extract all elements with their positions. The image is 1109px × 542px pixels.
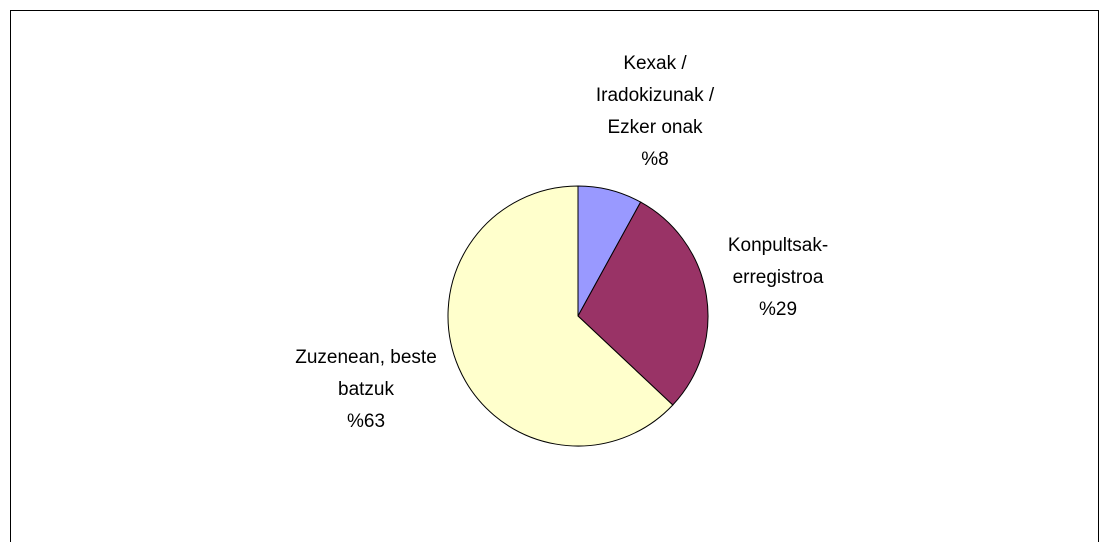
slice-value-label: %29 — [759, 299, 797, 320]
slice-label: Iradokizunak / — [596, 85, 715, 106]
slice-label: Konpultsak- — [728, 235, 828, 256]
slice-label: Ezker onak — [607, 117, 703, 138]
pie-slice — [447, 185, 674, 447]
pie-slice — [577, 201, 709, 406]
slice-label: batzuk — [338, 379, 394, 400]
slice-label: Zuzenean, beste — [295, 347, 437, 368]
slice-label: Kexak / — [623, 53, 687, 74]
slice-value-label: %63 — [347, 411, 385, 432]
slice-label: erregistroa — [733, 267, 824, 288]
slice-value-label: %8 — [641, 149, 668, 170]
chart-frame — [10, 10, 1099, 542]
